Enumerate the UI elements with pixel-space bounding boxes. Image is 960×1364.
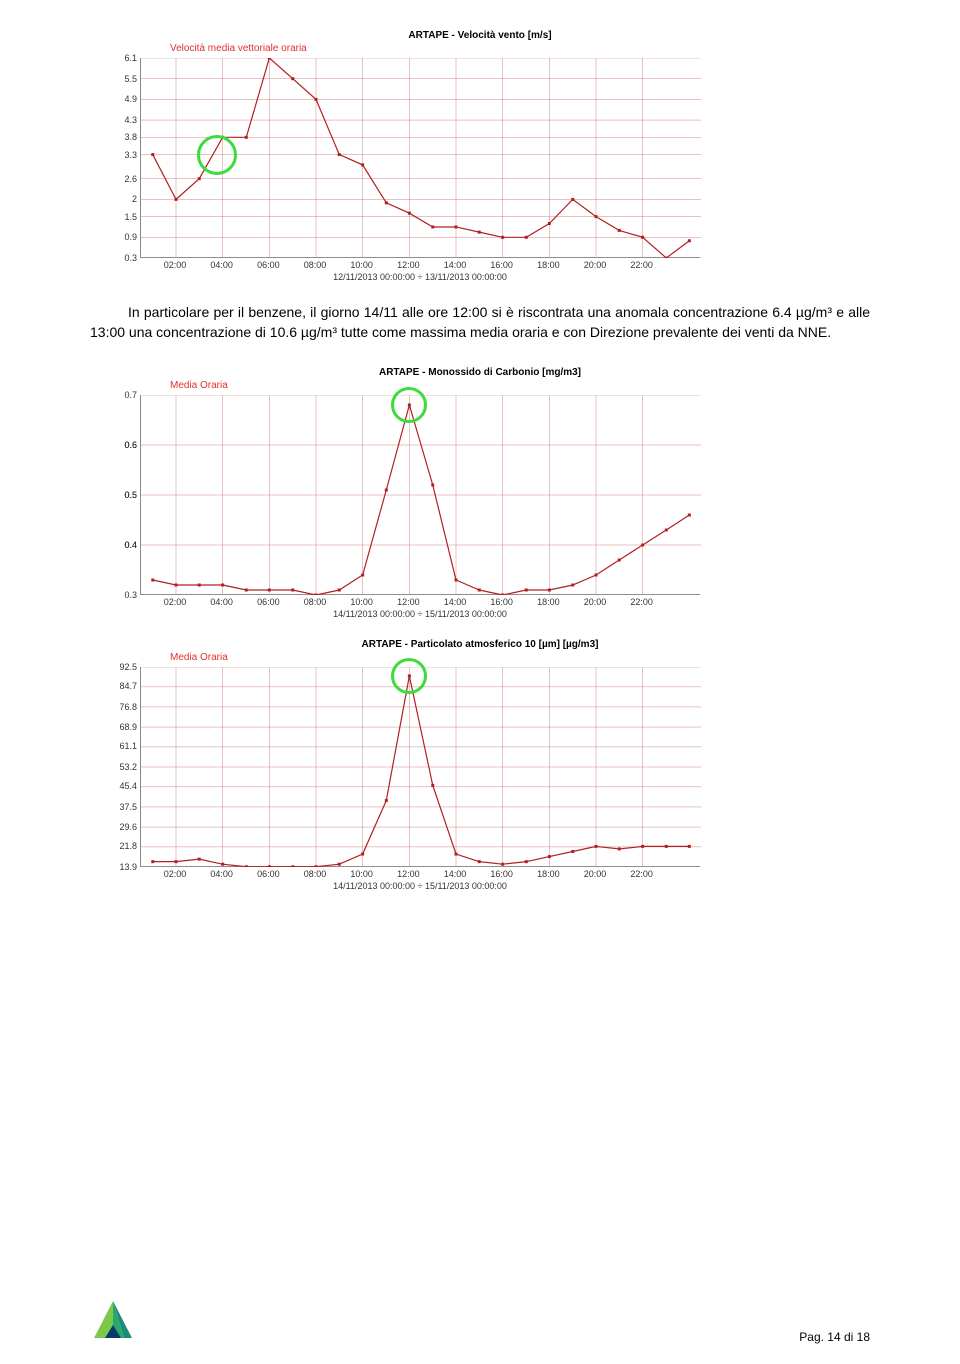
x-tick-label: 10:00 (350, 869, 373, 879)
y-tick-label: 61.1 (103, 741, 137, 751)
y-tick-label: 4.9 (103, 94, 137, 104)
y-tick-label: 6.1 (103, 53, 137, 63)
y-tick-label: 45.4 (103, 781, 137, 791)
x-tick-label: 10:00 (350, 597, 373, 607)
y-tick-label: 2 (103, 194, 137, 204)
x-tick-label: 04:00 (210, 869, 233, 879)
x-tick-label: 12:00 (397, 597, 420, 607)
body-paragraph: In particolare per il benzene, il giorno… (90, 302, 870, 343)
x-tick-label: 02:00 (164, 869, 187, 879)
chart-subtitle: Media Oraria (170, 652, 870, 663)
y-tick-label: 0.3 (103, 253, 137, 263)
y-tick-label: 0.7 (103, 390, 137, 400)
x-axis-caption: 12/11/2013 00:00:00 ÷ 13/11/2013 00:00:0… (140, 272, 700, 282)
chart-pm10: ARTAPE - Particolato atmosferico 10 [µm]… (90, 639, 870, 891)
x-tick-label: 16:00 (490, 260, 513, 270)
y-tick-label: 2.6 (103, 174, 137, 184)
x-tick-label: 06:00 (257, 869, 280, 879)
y-tick-label: 0.9 (103, 232, 137, 242)
y-tick-label: 3.8 (103, 132, 137, 142)
x-axis-caption: 14/11/2013 00:00:00 ÷ 15/11/2013 00:00:0… (140, 609, 700, 619)
page-footer: Pag. 14 di 18 (90, 1298, 870, 1344)
y-tick-label: 4.3 (103, 115, 137, 125)
x-tick-label: 08:00 (304, 260, 327, 270)
y-tick-label: 1.5 (103, 212, 137, 222)
y-tick-label: 3.3 (103, 150, 137, 160)
x-tick-label: 18:00 (537, 597, 560, 607)
y-tick-label: 0.3 (103, 590, 137, 600)
chart-title: ARTAPE - Particolato atmosferico 10 [µm]… (90, 639, 870, 650)
x-tick-label: 20:00 (584, 869, 607, 879)
chart-wind: ARTAPE - Velocità vento [m/s] Velocità me… (90, 30, 870, 282)
chart-subtitle: Media Oraria (170, 380, 870, 391)
y-tick-label: 92.5 (103, 662, 137, 672)
x-tick-label: 02:00 (164, 260, 187, 270)
x-tick-label: 06:00 (257, 260, 280, 270)
x-tick-label: 16:00 (490, 869, 513, 879)
x-tick-label: 02:00 (164, 597, 187, 607)
y-tick-label: 53.2 (103, 762, 137, 772)
x-tick-label: 06:00 (257, 597, 280, 607)
chart-subtitle: Velocità media vettoriale oraria (170, 43, 870, 54)
x-tick-label: 20:00 (584, 597, 607, 607)
y-tick-label: 0.4 (103, 540, 137, 550)
chart-svg (141, 58, 701, 258)
chart-title: ARTAPE - Velocità vento [m/s] (90, 30, 870, 41)
y-tick-label: 21.8 (103, 841, 137, 851)
x-tick-label: 04:00 (210, 597, 233, 607)
x-tick-label: 20:00 (584, 260, 607, 270)
x-tick-label: 08:00 (304, 869, 327, 879)
y-tick-label: 13.9 (103, 862, 137, 872)
page-number: Pag. 14 di 18 (799, 1330, 870, 1344)
x-tick-label: 12:00 (397, 260, 420, 270)
chart-co: ARTAPE - Monossido di Carbonio [mg/m3] Me… (90, 367, 870, 619)
x-tick-label: 18:00 (537, 260, 560, 270)
y-tick-label: 0.6 (103, 440, 137, 450)
plot-area: 0.30.91.522.63.33.84.34.95.56.1 (140, 58, 700, 258)
x-tick-label: 18:00 (537, 869, 560, 879)
y-tick-label: 29.6 (103, 822, 137, 832)
x-tick-label: 14:00 (444, 597, 467, 607)
y-tick-label: 84.7 (103, 681, 137, 691)
chart-title: ARTAPE - Monossido di Carbonio [mg/m3] (90, 367, 870, 378)
x-tick-label: 16:00 (490, 597, 513, 607)
paragraph-text: In particolare per il benzene, il giorno… (90, 304, 870, 340)
chart-svg (141, 395, 701, 595)
x-tick-label: 12:00 (397, 869, 420, 879)
x-tick-label: 22:00 (630, 869, 653, 879)
x-axis-caption: 14/11/2013 00:00:00 ÷ 15/11/2013 00:00:0… (140, 881, 700, 891)
plot-area: 0.30.40.40.40.50.50.50.60.60.60.7 (140, 395, 700, 595)
logo-icon (90, 1298, 136, 1344)
x-tick-label: 04:00 (210, 260, 233, 270)
y-tick-label: 5.5 (103, 74, 137, 84)
y-tick-label: 76.8 (103, 702, 137, 712)
y-tick-label: 37.5 (103, 802, 137, 812)
chart-svg (141, 667, 701, 867)
y-tick-label: 68.9 (103, 722, 137, 732)
x-tick-label: 10:00 (350, 260, 373, 270)
plot-area: 13.921.829.637.545.453.261.168.976.884.7… (140, 667, 700, 867)
y-tick-label: 0.5 (103, 490, 137, 500)
x-tick-label: 22:00 (630, 597, 653, 607)
x-tick-label: 08:00 (304, 597, 327, 607)
x-tick-label: 14:00 (444, 260, 467, 270)
x-tick-label: 22:00 (630, 260, 653, 270)
x-tick-label: 14:00 (444, 869, 467, 879)
